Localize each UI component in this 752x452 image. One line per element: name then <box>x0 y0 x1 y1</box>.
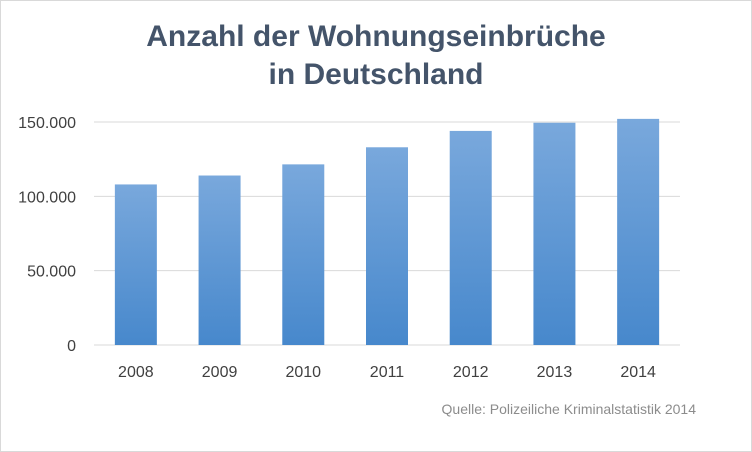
bar-2011 <box>366 147 408 345</box>
y-axis-tick-labels: 0 50.000 100.000 150.000 <box>18 115 76 355</box>
y-tick-label: 50.000 <box>27 264 76 281</box>
chart-title-line-1: Anzahl der Wohnungseinbrüche <box>146 20 606 53</box>
x-tick-label: 2013 <box>537 364 573 381</box>
bar-2010 <box>282 164 325 345</box>
bar-2012 <box>449 130 492 345</box>
x-tick-label: 2014 <box>620 364 656 381</box>
source-note: Quelle: Polizeiliche Kriminalstatistik 2… <box>441 401 696 417</box>
x-tick-label: 2012 <box>453 364 489 381</box>
x-tick-label: 2008 <box>118 364 154 381</box>
y-tick-label: 100.000 <box>18 189 76 206</box>
chart-title-line-2: in Deutschland <box>268 58 484 91</box>
bar-2014 <box>617 118 660 346</box>
bar-2008 <box>114 184 157 345</box>
x-axis-tick-labels: 2008 2009 2010 2011 2012 2013 2014 <box>118 364 656 381</box>
chart-title: Anzahl der Wohnungseinbrüche in Deutschl… <box>0 18 752 94</box>
y-tick-label: 0 <box>67 338 76 355</box>
y-tick-label: 150.000 <box>18 115 76 132</box>
x-tick-label: 2010 <box>285 364 321 381</box>
bar-2009 <box>198 175 241 345</box>
x-tick-label: 2009 <box>202 364 238 381</box>
bar-2013 <box>533 122 576 345</box>
bars <box>114 118 660 346</box>
x-tick-label: 2011 <box>370 364 405 381</box>
